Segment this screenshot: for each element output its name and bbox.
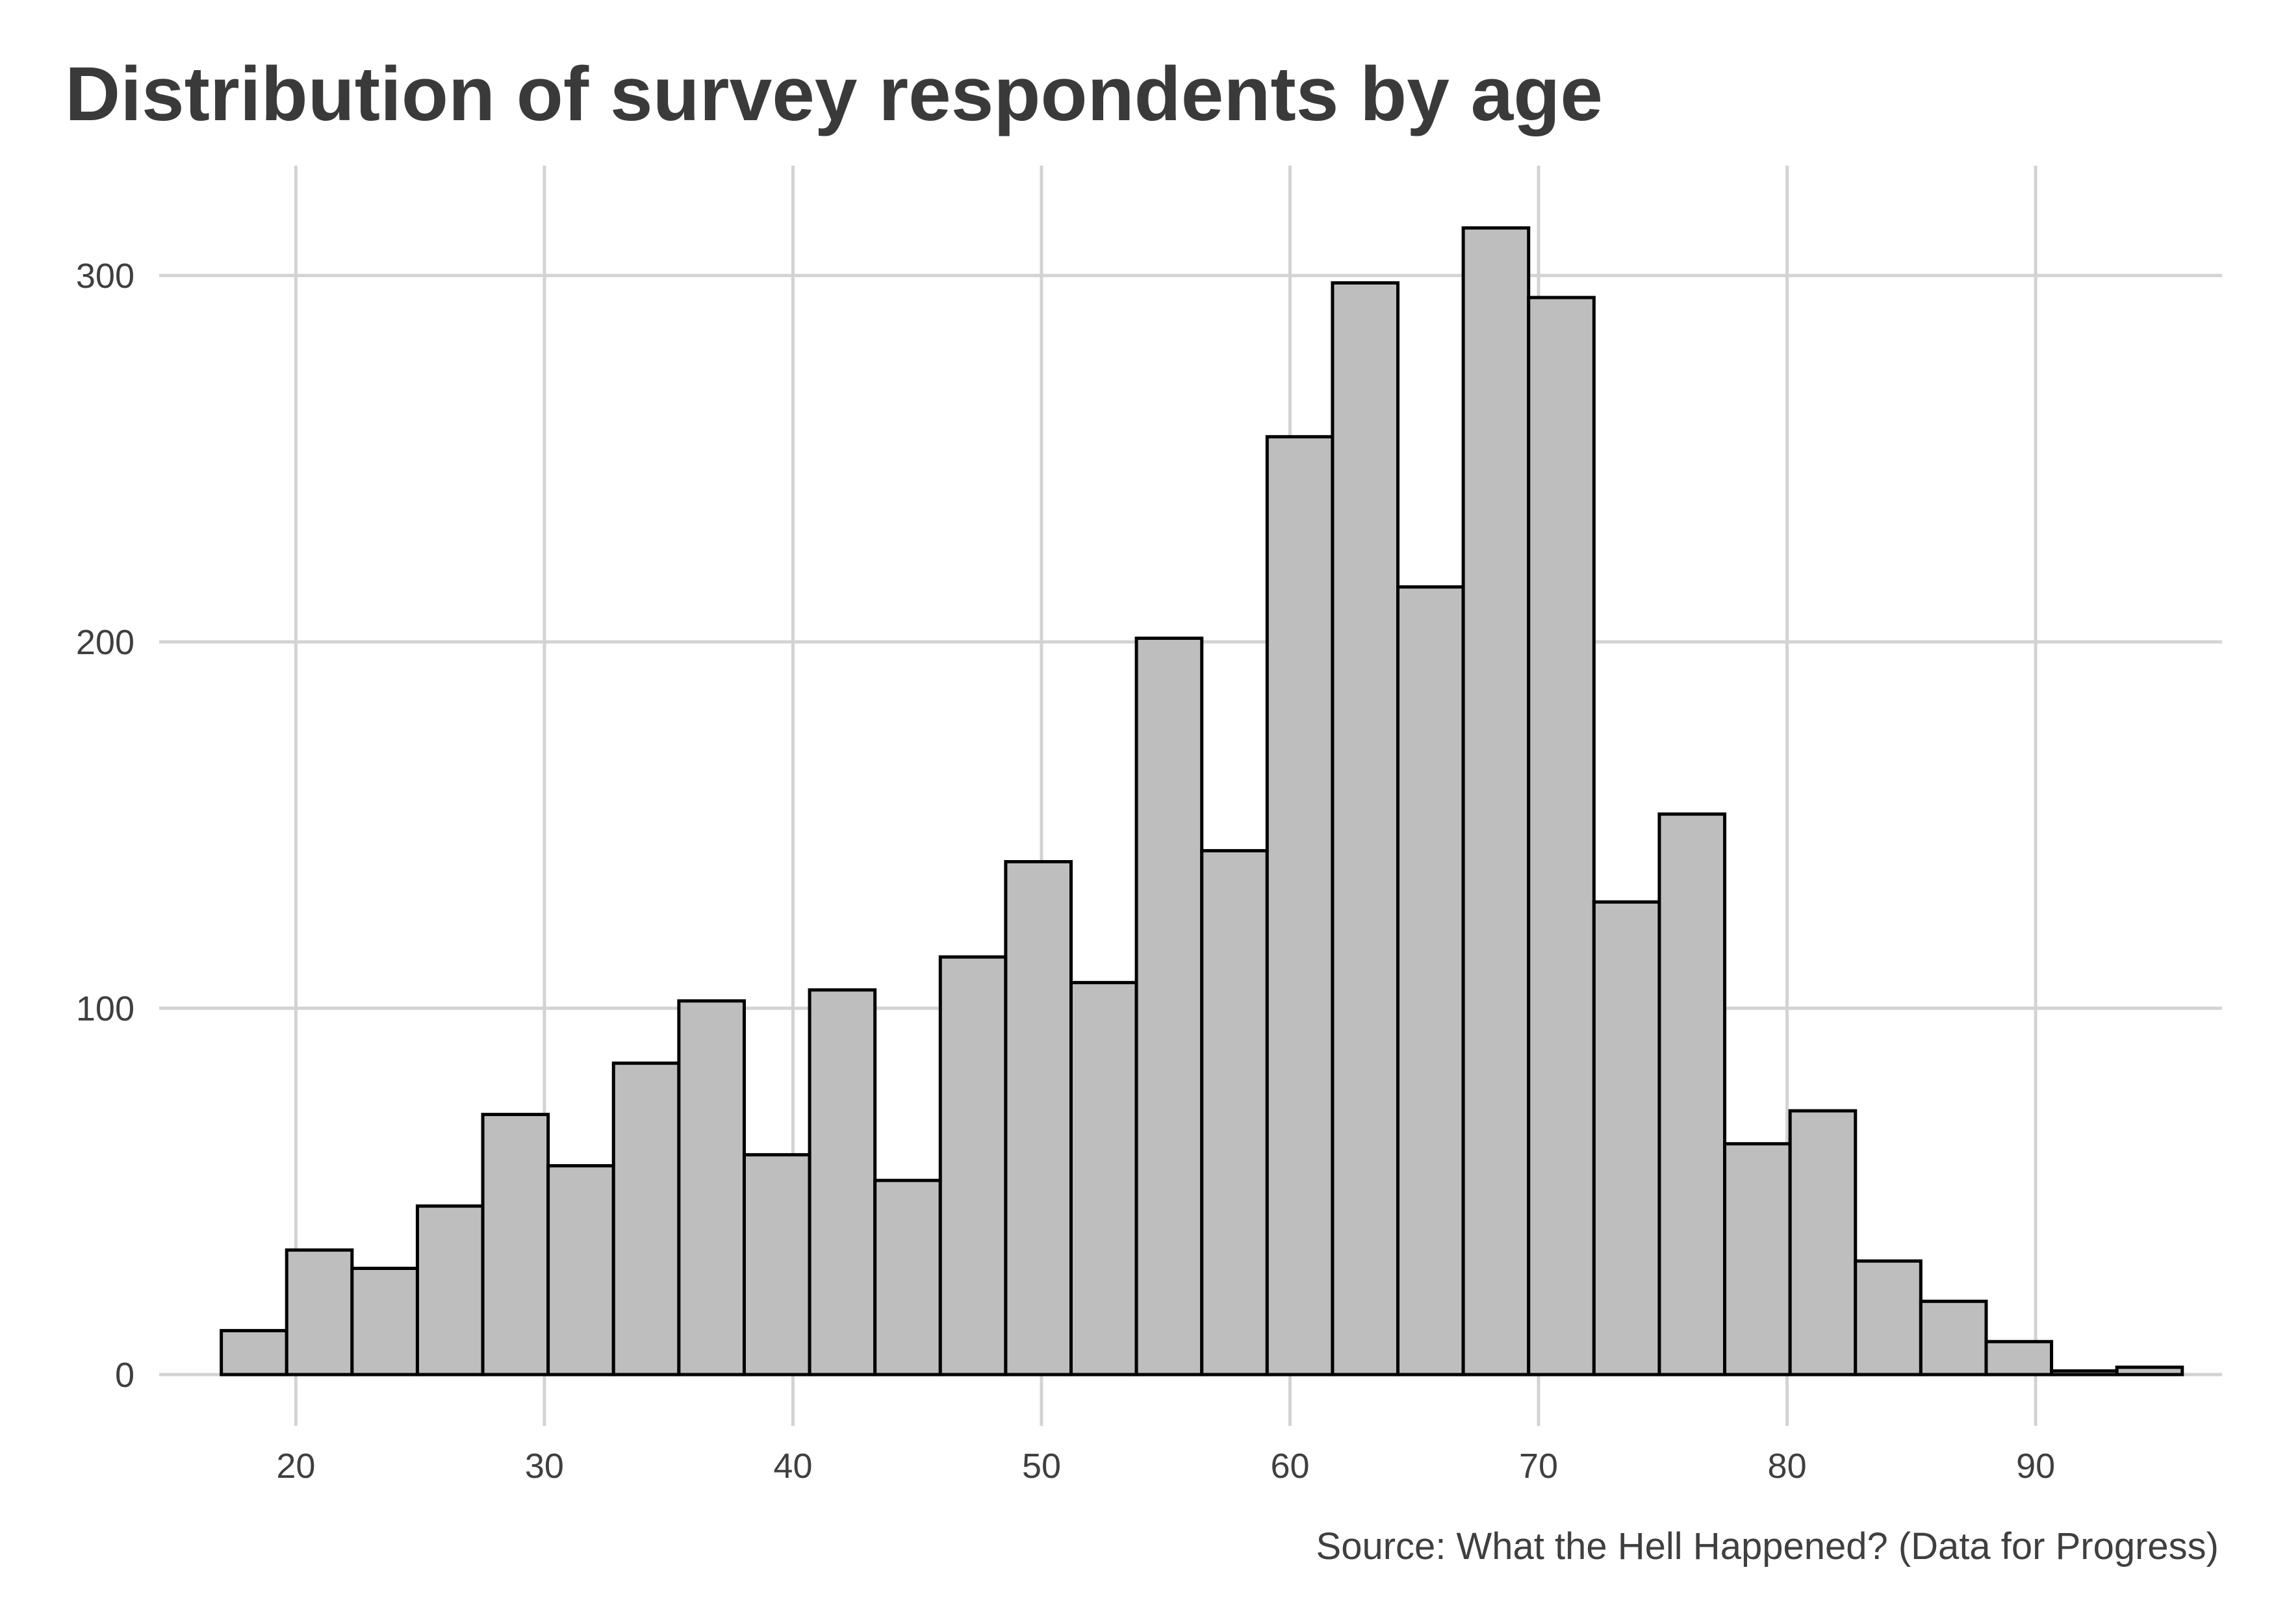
histogram-bar: [546, 1164, 615, 1377]
histogram-bar: [1527, 296, 1596, 1377]
histogram-bar: [2050, 1369, 2119, 1377]
histogram-bar: [1461, 226, 1531, 1377]
x-tick-label: 50: [1022, 1447, 1061, 1486]
histogram-bar: [808, 988, 877, 1377]
histogram-bar: [873, 1178, 942, 1377]
histogram-bar: [1723, 1142, 1792, 1377]
histogram-bar: [2115, 1365, 2184, 1377]
x-tick-label: 70: [1519, 1447, 1558, 1486]
histogram-bar: [1788, 1109, 1858, 1377]
histogram-bar: [220, 1328, 288, 1377]
histogram-bar: [1200, 849, 1269, 1377]
histogram-bar: [742, 1153, 811, 1377]
x-tick-label: 20: [276, 1447, 315, 1486]
y-tick-label: 200: [76, 623, 134, 662]
histogram-bar: [1004, 860, 1073, 1377]
y-tick-label: 0: [115, 1356, 134, 1395]
histogram-bar: [1984, 1339, 2054, 1377]
x-tick-label: 90: [2016, 1447, 2055, 1486]
histogram-bar: [350, 1267, 419, 1377]
y-tick-label: 100: [76, 989, 134, 1028]
histogram-bar: [1265, 435, 1335, 1377]
histogram-bar: [1592, 900, 1661, 1377]
y-tick-label: 300: [76, 257, 134, 296]
chart-title: Distribution of survey respondents by ag…: [65, 51, 1603, 137]
histogram-bar: [677, 999, 746, 1377]
histogram-bar: [1854, 1259, 1923, 1377]
histogram-bar: [611, 1061, 681, 1377]
chart-caption: Source: What the Hell Happened? (Data fo…: [1316, 1525, 2219, 1567]
histogram-bar: [415, 1204, 485, 1377]
histogram-bar: [1919, 1299, 1988, 1377]
histogram-bar: [1134, 637, 1204, 1377]
histogram-bar: [1331, 281, 1400, 1377]
histogram-bar: [1396, 585, 1465, 1377]
histogram-bar: [481, 1113, 550, 1377]
bars-layer: [220, 226, 2184, 1377]
histogram-bar: [1657, 812, 1727, 1377]
histogram-bar: [1069, 981, 1138, 1377]
histogram-bar: [285, 1248, 354, 1377]
x-tick-label: 60: [1270, 1447, 1309, 1486]
histogram-bar: [938, 955, 1008, 1377]
x-tick-label: 30: [525, 1447, 564, 1486]
x-tick-label: 40: [773, 1447, 812, 1486]
x-tick-label: 80: [1768, 1447, 1807, 1486]
ticks-layer: 20 30 40 50 60 70 80 90 0 100 200 300: [76, 257, 2055, 1486]
